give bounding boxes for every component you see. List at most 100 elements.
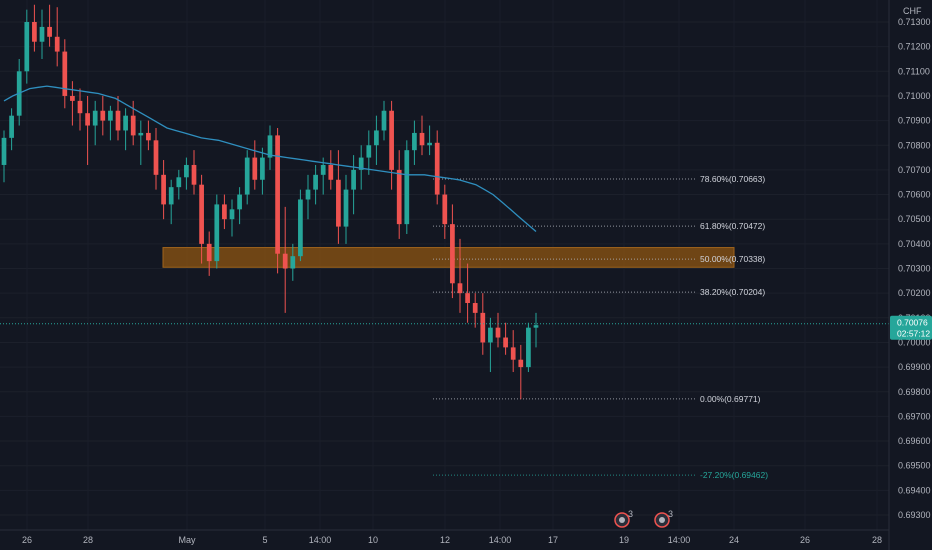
candle-body: [138, 132, 144, 136]
candle: [153, 127, 159, 190]
event-badge[interactable]: 3: [614, 509, 633, 528]
candle-body: [267, 135, 273, 158]
price-tick-label: 0.71100: [898, 66, 930, 76]
price-tick-label: 0.70400: [898, 239, 931, 249]
candle-body: [115, 110, 121, 131]
fib-level-label: -27.20%(0.69462): [700, 470, 768, 480]
fib-level-label: 0.00%(0.69771): [700, 394, 761, 404]
price-tick-label: 0.70700: [898, 165, 931, 175]
price-tick-label: 0.70200: [898, 288, 931, 298]
event-count: 3: [668, 509, 673, 519]
candle: [419, 115, 425, 156]
candle: [123, 108, 128, 151]
candle-body: [457, 283, 463, 294]
time-tick-label: 28: [872, 535, 882, 545]
candle: [442, 184, 448, 239]
time-tick-label: 19: [619, 535, 629, 545]
candle-body: [199, 184, 204, 244]
candle-body: [214, 204, 220, 262]
candle: [358, 145, 364, 190]
time-tick-label: 24: [729, 535, 739, 545]
moving-average-layer: [3, 85, 537, 232]
candle-body: [260, 157, 265, 180]
price-tick-label: 0.70300: [898, 264, 931, 274]
event-badge[interactable]: 3: [654, 509, 673, 528]
fib-level-label: 78.60%(0.70663): [700, 174, 765, 184]
candle-body: [237, 194, 242, 210]
candle: [229, 199, 235, 237]
candle: [191, 150, 197, 195]
current-price-badge: 0.70076 02:57:12: [890, 315, 932, 340]
candle: [381, 100, 387, 141]
price-tick-label: 0.70900: [898, 116, 931, 126]
candle: [503, 322, 508, 355]
candle: [374, 115, 379, 165]
candle-body: [176, 177, 182, 188]
candle-body: [100, 110, 106, 121]
candle-body: [396, 169, 402, 225]
candle: [32, 4, 37, 52]
candle-body: [503, 337, 508, 348]
current-price-badge-bg: [890, 315, 932, 340]
time-tick-label: 12: [440, 535, 450, 545]
time-axis[interactable]: 26 28 May 5 14:00 10 12 14:00 17 19 14:00 24 26 28: [0, 529, 889, 545]
candle: [168, 179, 174, 225]
candle-body: [290, 256, 296, 269]
candle-body: [123, 115, 128, 131]
candle: [108, 105, 113, 141]
fib-level-label: 38.20%(0.70204): [700, 287, 765, 297]
candle-body: [442, 194, 448, 225]
candle-body: [153, 140, 159, 175]
candle-body: [85, 113, 90, 126]
candle: [206, 231, 212, 276]
event-count: 3: [628, 509, 633, 519]
candle-body: [480, 312, 486, 343]
candle-body: [244, 157, 250, 195]
candle: [404, 140, 410, 234]
candle: [9, 108, 14, 151]
candle-body: [298, 199, 303, 257]
price-tick-label: 0.69800: [898, 387, 931, 397]
candle-body: [275, 135, 280, 254]
price-tick-label: 0.71000: [898, 91, 931, 101]
candle: [298, 189, 303, 262]
candle-body: [282, 253, 288, 269]
candle: [222, 194, 227, 230]
candle: [275, 127, 280, 274]
candle: [138, 120, 144, 165]
price-axis[interactable]: CHF 0.713000.712000.711000.710000.709000…: [888, 0, 932, 550]
support-zone-layer: [162, 247, 735, 268]
candle: [252, 140, 258, 190]
candle-body: [465, 293, 470, 304]
candle-body: [32, 22, 37, 42]
candle-body: [328, 164, 334, 180]
candle: [472, 293, 478, 328]
candle: [267, 125, 273, 170]
candle-body: [526, 327, 531, 368]
candle: [70, 81, 75, 126]
time-tick-label: 17: [548, 535, 558, 545]
candle: [434, 130, 440, 205]
candle-body: [305, 189, 311, 200]
price-axis-background: [889, 0, 932, 550]
candle: [396, 150, 402, 239]
candle-body: [343, 189, 349, 227]
time-tick-label: 10: [368, 535, 378, 545]
candle-body: [419, 132, 425, 146]
candle-body: [252, 157, 258, 180]
candle-body: [92, 110, 98, 126]
candle: [62, 39, 68, 109]
fib-level-label: 50.00%(0.70338): [700, 254, 765, 264]
candle: [495, 312, 501, 348]
candle-body: [510, 347, 516, 360]
price-tick-label: 0.70800: [898, 140, 931, 150]
price-tick-label: 0.70000: [898, 337, 931, 347]
price-tick-label: 0.69700: [898, 411, 931, 421]
candle: [244, 150, 250, 205]
time-tick-label: 14:00: [668, 535, 691, 545]
candle-body: [54, 36, 60, 52]
candle: [92, 100, 98, 146]
candle-body: [184, 164, 189, 178]
